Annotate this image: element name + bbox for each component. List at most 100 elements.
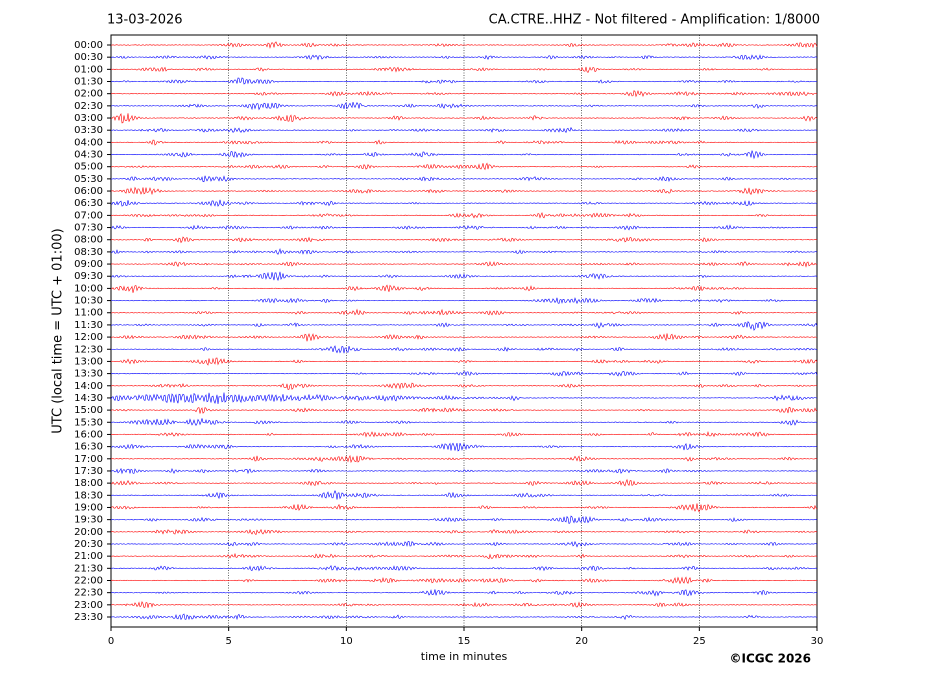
- y-tick-label: 17:00: [74, 454, 103, 465]
- x-tick-label: 15: [458, 636, 471, 647]
- trace: [110, 77, 818, 85]
- trace: [110, 406, 818, 414]
- y-tick-label: 23:30: [74, 612, 103, 623]
- trace: [110, 260, 818, 268]
- trace: [110, 490, 818, 500]
- y-tick-label: 07:30: [74, 223, 103, 234]
- trace: [110, 66, 818, 73]
- y-tick-label: 06:00: [74, 186, 103, 197]
- trace: [110, 248, 818, 255]
- trace: [110, 418, 818, 427]
- y-tick-label: 10:30: [74, 296, 103, 307]
- y-tick-label: 15:00: [74, 405, 103, 416]
- trace: [110, 186, 818, 196]
- y-tick-label: 12:30: [74, 344, 103, 355]
- y-tick-label: 07:00: [74, 210, 103, 221]
- trace: [110, 54, 818, 61]
- trace: [110, 284, 818, 293]
- date-title: 13-03-2026: [107, 13, 183, 28]
- y-tick-label: 02:00: [74, 89, 103, 100]
- y-tick-label: 12:00: [74, 332, 103, 343]
- trace: [110, 565, 818, 572]
- trace: [110, 392, 818, 405]
- y-tick-label: 04:30: [74, 150, 103, 161]
- y-tick-label: 19:00: [74, 502, 103, 513]
- y-tick-label: 20:00: [74, 527, 103, 538]
- y-tick-label: 16:30: [74, 442, 103, 453]
- trace: [110, 467, 818, 475]
- trace: [110, 613, 818, 621]
- y-tick-label: 00:00: [74, 40, 103, 51]
- y-tick-label: 14:00: [74, 381, 103, 392]
- y-tick-label: 21:00: [74, 551, 103, 562]
- credit: ©ICGC 2026: [729, 652, 811, 666]
- trace: [110, 528, 818, 536]
- trace: [110, 382, 818, 390]
- trace: [110, 41, 818, 49]
- trace: [110, 576, 818, 585]
- y-tick-label: 02:30: [74, 101, 103, 112]
- trace: [110, 540, 818, 548]
- trace: [110, 308, 818, 316]
- y-tick-label: 01:30: [74, 77, 103, 88]
- x-tick-label: 25: [693, 636, 706, 647]
- trace: [110, 297, 818, 305]
- trace: [110, 212, 818, 219]
- trace: [110, 357, 818, 366]
- trace: [110, 126, 818, 134]
- y-tick-label: 09:00: [74, 259, 103, 270]
- trace: [110, 552, 818, 560]
- y-tick-label: 18:30: [74, 490, 103, 501]
- y-tick-label: 14:30: [74, 393, 103, 404]
- y-tick-label: 11:30: [74, 320, 103, 331]
- trace: [110, 320, 818, 331]
- trace: [110, 478, 818, 487]
- y-tick-label: 19:30: [74, 515, 103, 526]
- y-tick-label: 06:30: [74, 198, 103, 209]
- x-tick-label: 10: [340, 636, 353, 647]
- y-tick-label: 13:00: [74, 356, 103, 367]
- y-tick-label: 21:30: [74, 563, 103, 574]
- y-tick-label: 05:30: [74, 174, 103, 185]
- trace: [110, 101, 818, 111]
- y-tick-label: 15:30: [74, 417, 103, 428]
- y-tick-label: 08:00: [74, 235, 103, 246]
- y-tick-label: 23:00: [74, 600, 103, 611]
- y-tick-label: 18:00: [74, 478, 103, 489]
- trace: [110, 333, 818, 342]
- x-tick-label: 20: [575, 636, 588, 647]
- trace: [110, 371, 818, 377]
- y-tick-label: 01:00: [74, 64, 103, 75]
- trace: [110, 600, 818, 608]
- x-tick-label: 0: [108, 636, 114, 647]
- y-tick-label: 00:30: [74, 52, 103, 63]
- trace: [110, 139, 818, 146]
- trace: [110, 589, 818, 597]
- trace: [110, 113, 818, 124]
- y-tick-label: 05:00: [74, 162, 103, 173]
- trace: [110, 199, 818, 207]
- trace: [110, 90, 818, 98]
- trace: [110, 503, 818, 513]
- y-tick-label: 10:00: [74, 283, 103, 294]
- y-tick-label: 13:30: [74, 369, 103, 380]
- y-tick-label: 20:30: [74, 539, 103, 550]
- trace: [110, 162, 818, 171]
- y-tick-label: 11:00: [74, 308, 103, 319]
- y-tick-label: 03:00: [74, 113, 103, 124]
- x-tick-label: 5: [225, 636, 231, 647]
- trace: [110, 175, 818, 183]
- x-tick-label: 30: [811, 636, 824, 647]
- y-tick-label: 03:30: [74, 125, 103, 136]
- y-tick-label: 08:30: [74, 247, 103, 258]
- y-tick-label: 17:30: [74, 466, 103, 477]
- y-axis-label: UTC (local time = UTC + 01:00): [51, 228, 66, 433]
- trace: [110, 442, 818, 452]
- y-tick-label: 16:00: [74, 429, 103, 440]
- y-tick-label: 04:00: [74, 137, 103, 148]
- trace: [110, 345, 818, 354]
- y-tick-label: 22:00: [74, 575, 103, 586]
- trace: [110, 236, 818, 244]
